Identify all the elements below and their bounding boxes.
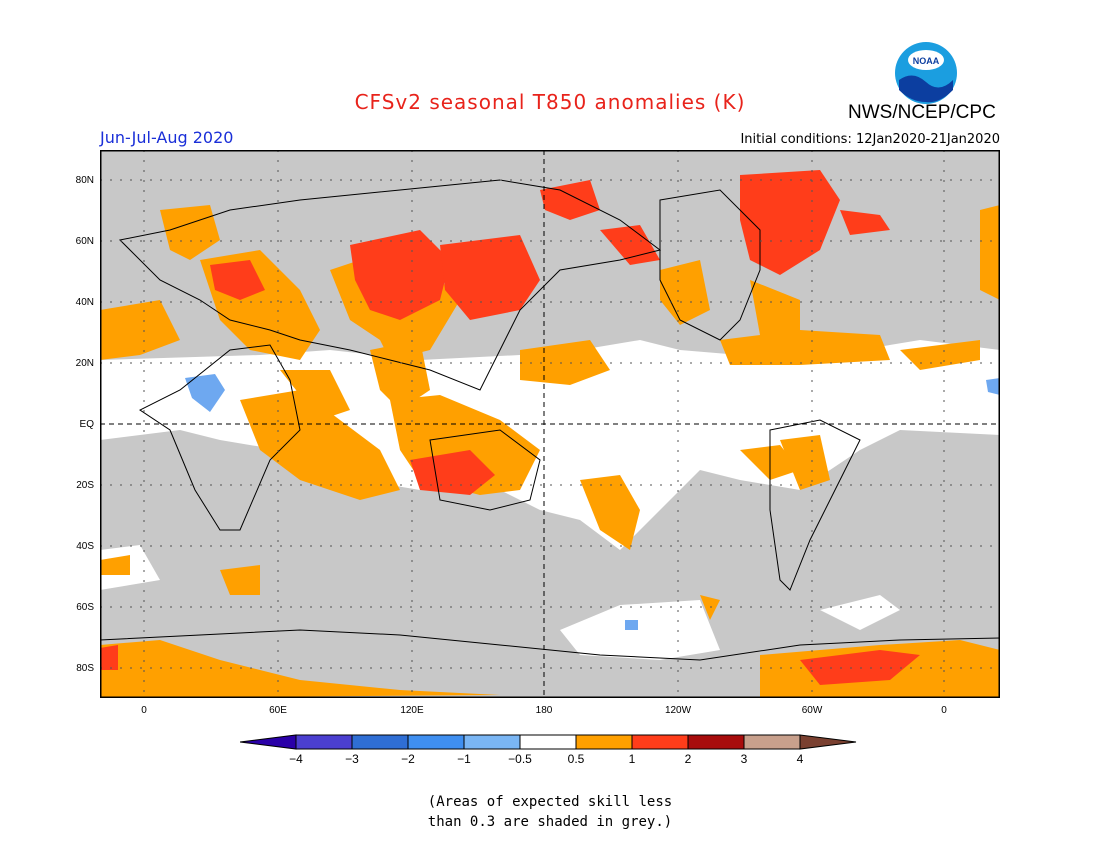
colorbar-segment <box>687 734 745 750</box>
colorbar-label: −3 <box>345 752 359 766</box>
colorbar-segment <box>519 734 577 750</box>
season-label: Jun-Jul-Aug 2020 <box>100 128 234 147</box>
lat-label: 80S <box>76 663 94 674</box>
coastlines <box>100 179 1000 661</box>
colorbar-segment <box>743 734 801 750</box>
chart-title: CFSv2 seasonal T850 anomalies (K) <box>354 90 746 114</box>
lon-label: 60E <box>269 705 287 716</box>
colorbar-segment <box>631 734 689 750</box>
lat-label: 60N <box>75 236 94 247</box>
lon-label: 0 <box>141 705 147 716</box>
colorbar-arrow-high <box>799 734 857 750</box>
initial-conditions-label: Initial conditions: 12Jan2020-21Jan2020 <box>740 132 1000 147</box>
noaa-logo: NOAA <box>895 42 957 104</box>
skill-note-line: than 0.3 are shaded in grey.) <box>427 814 673 830</box>
lon-label: 180 <box>535 705 553 716</box>
colorbar-arrow-low <box>240 734 297 750</box>
lat-label: 40S <box>76 541 94 552</box>
colorbar-segment <box>407 734 465 750</box>
colorbar-label: −2 <box>401 752 415 766</box>
lat-label: 40N <box>75 297 94 308</box>
colorbar <box>240 734 857 750</box>
lat-label: 20S <box>76 480 94 491</box>
lat-label: EQ <box>79 419 94 430</box>
lon-label: 60W <box>801 705 823 716</box>
anomaly-map <box>100 150 1000 698</box>
colorbar-segment <box>351 734 409 750</box>
logo-lettering: NOAA <box>913 56 940 66</box>
lat-label: 60S <box>76 602 94 613</box>
colorbar-segment <box>463 734 521 750</box>
colorbar-label: 0.5 <box>567 752 585 766</box>
colorbar-label: −0.5 <box>508 752 532 766</box>
lon-label: 120W <box>664 705 692 716</box>
skill-note-line: (Areas of expected skill less <box>427 794 673 810</box>
equator-dateline <box>100 150 1000 698</box>
colorbar-label: −4 <box>289 752 303 766</box>
lat-label: 80N <box>75 175 94 186</box>
skill-note: (Areas of expected skill less than 0.3 a… <box>0 792 1100 832</box>
lon-label: 0 <box>941 705 947 716</box>
colorbar-segment <box>575 734 633 750</box>
agency-label: NWS/NCEP/CPC <box>848 102 996 123</box>
map-frame <box>100 150 1000 698</box>
colorbar-label: 2 <box>684 752 692 766</box>
colorbar-label: −1 <box>457 752 471 766</box>
colorbar-labels: −4 −3 −2 −1 −0.5 0.5 1 2 3 4 <box>0 752 1100 768</box>
lat-label: 20N <box>75 358 94 369</box>
colorbar-label: 1 <box>628 752 636 766</box>
colorbar-label: 3 <box>740 752 748 766</box>
graticule <box>100 150 1000 698</box>
lon-label: 120E <box>400 705 424 716</box>
cold-anomaly-blue <box>185 374 1000 630</box>
colorbar-label: 4 <box>796 752 804 766</box>
colorbar-segment <box>295 734 353 750</box>
